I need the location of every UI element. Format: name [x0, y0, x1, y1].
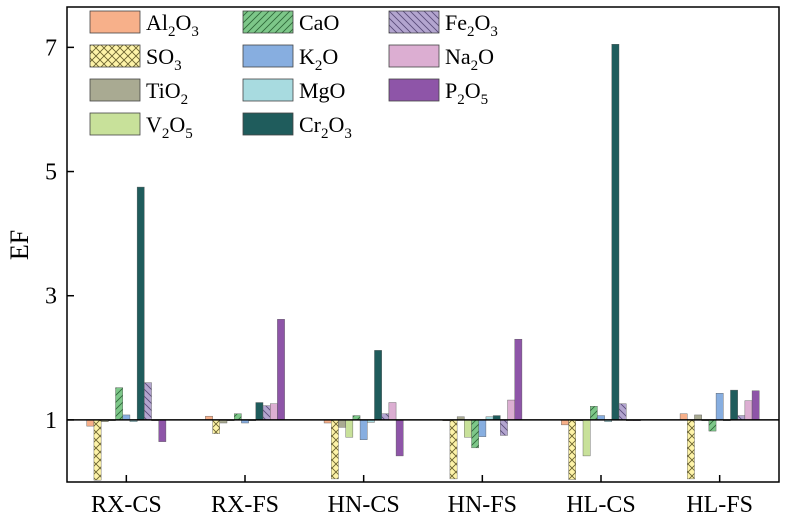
bar-cr2o3-hn-cs: [374, 350, 382, 421]
legend-label-p2o5: P2O5: [445, 78, 488, 108]
bar-p2o5-rx-cs: [158, 419, 167, 442]
legend-label-na2o: Na2O: [445, 44, 494, 74]
legend-swatch-cao: [242, 10, 294, 34]
bar-so3-rx-cs: [93, 419, 102, 481]
x-tick-label-hl-cs: HL-CS: [566, 492, 635, 518]
legend-swatch-mgo: [242, 78, 294, 102]
y-tick-label: 1: [45, 408, 57, 434]
legend-label-cr2o3: Cr2O3: [299, 112, 352, 142]
bar-p2o5-hn-fs: [514, 338, 523, 421]
bar-cao-hl-cs: [590, 406, 598, 421]
bar-fe2o3-hn-fs: [500, 419, 508, 436]
bar-v2o5-hl-cs: [582, 419, 591, 457]
bar-so3-hn-cs: [331, 419, 339, 480]
bar-k2o-hn-cs: [359, 419, 368, 440]
bar-fe2o3-hl-cs: [618, 403, 627, 421]
bar-cao-rx-fs: [233, 413, 242, 421]
bar-cr2o3-hl-fs: [730, 389, 738, 421]
y-tick-label: 5: [45, 160, 57, 186]
bar-cr2o3-rx-cs: [136, 186, 145, 421]
bar-v2o5-hn-fs: [464, 419, 472, 438]
legend-swatch-al2o3: [89, 10, 141, 34]
legend-label-so3: SO3: [146, 44, 182, 74]
bar-cr2o3-hl-cs: [611, 44, 620, 421]
bar-fe2o3-rx-fs: [262, 405, 271, 421]
x-axis: RX-CS RX-FS HN-CS HN-FS HL-CS HL-FS: [91, 475, 753, 518]
legend-label-k2o: K2O: [299, 44, 338, 74]
bar-fe2o3-rx-cs: [144, 382, 152, 421]
x-tick-label-hn-fs: HN-FS: [448, 492, 517, 518]
legend-label-tio2: TiO2: [146, 78, 188, 108]
legend-swatch-fe2o3: [388, 10, 440, 34]
legend-label-fe2o3: Fe2O3: [445, 10, 498, 40]
bar-cao-hl-fs: [708, 419, 717, 432]
legend-swatch-tio2: [89, 78, 141, 102]
bar-p2o5-hn-cs: [395, 419, 404, 457]
bar-so3-hl-fs: [687, 419, 695, 480]
bar-so3-hn-fs: [449, 419, 458, 480]
bar-cr2o3-rx-fs: [255, 402, 264, 421]
legend-label-v2o5: V2O5: [146, 112, 193, 142]
y-tick-label: 7: [45, 35, 57, 61]
bar-cao-hn-fs: [471, 419, 479, 449]
bar-al2o3-rx-cs: [86, 419, 95, 427]
bar-so3-rx-fs: [212, 419, 221, 434]
bar-na2o-hn-cs: [388, 402, 397, 421]
bar-na2o-rx-fs: [270, 403, 278, 421]
x-tick-label-rx-fs: RX-FS: [211, 492, 279, 518]
bar-al2o3-hl-fs: [679, 413, 688, 421]
bar-k2o-hn-fs: [478, 419, 487, 437]
legend-label-al2o3: Al2O3: [146, 10, 199, 40]
legend-label-cao: CaO: [299, 10, 339, 35]
legend-swatch-cr2o3: [242, 112, 294, 136]
legend: Al2O3 SO3 TiO2 V2O5 CaO K2O MgO Cr2O3 Fe2O3 Na2O P…: [89, 10, 498, 142]
bar-na2o-hn-fs: [507, 399, 515, 421]
bar-cao-rx-cs: [115, 387, 123, 421]
y-tick-label: 3: [45, 284, 57, 310]
bar-so3-hl-cs: [568, 419, 576, 480]
legend-swatch-k2o: [242, 44, 294, 68]
bar-k2o-hl-fs: [715, 393, 724, 421]
bar-na2o-hl-fs: [744, 400, 753, 421]
legend-swatch-so3: [89, 44, 141, 68]
bar-p2o5-rx-fs: [277, 319, 285, 421]
legend-swatch-v2o5: [89, 112, 141, 136]
legend-label-mgo: MgO: [299, 78, 345, 103]
y-axis-title: EF: [5, 230, 34, 260]
y-axis: 1 3 5 7: [45, 35, 74, 434]
bar-tio2-hn-cs: [338, 419, 346, 428]
bar-fe2o3-hn-cs: [381, 413, 390, 421]
bar-p2o5-hl-fs: [751, 390, 760, 421]
x-tick-label-hl-fs: HL-FS: [686, 492, 753, 518]
x-tick-label-rx-cs: RX-CS: [91, 492, 162, 518]
x-tick-label-hn-cs: HN-CS: [328, 492, 400, 518]
bar-v2o5-hn-cs: [345, 419, 354, 438]
legend-swatch-p2o5: [388, 78, 440, 102]
legend-swatch-na2o: [388, 44, 440, 68]
bars-group: [86, 44, 760, 481]
plot-frame: [66, 6, 780, 483]
